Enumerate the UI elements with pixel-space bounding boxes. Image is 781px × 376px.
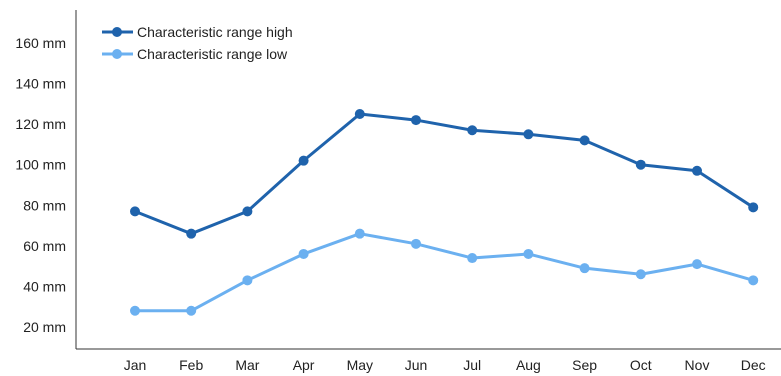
y-tick-label: 140 mm <box>15 76 66 92</box>
legend-marker <box>112 49 122 59</box>
x-tick-label: Oct <box>630 357 652 373</box>
y-tick-label: 100 mm <box>15 157 66 173</box>
series-line <box>133 232 755 313</box>
x-tick-label: Apr <box>293 357 315 373</box>
data-point <box>467 125 478 136</box>
data-point <box>579 263 590 274</box>
x-tick-label: Jul <box>463 357 481 373</box>
y-axis: 20 mm 40 mm 60 mm 80 mm 100 mm 120 mm 140 mm 16… <box>15 10 77 349</box>
series-low <box>130 228 759 316</box>
data-point <box>523 129 534 140</box>
legend-label: Characteristic range low <box>137 46 288 62</box>
x-tick-label: May <box>347 357 373 373</box>
y-tick-label: 120 mm <box>15 116 66 132</box>
data-point <box>354 228 365 239</box>
x-tick-label: Sep <box>572 357 597 373</box>
x-tick-label: Jun <box>405 357 428 373</box>
y-tick-label: 40 mm <box>23 278 66 294</box>
y-tick-label: 80 mm <box>23 197 66 213</box>
data-point <box>635 269 646 280</box>
legend-label: Characteristic range high <box>137 24 293 40</box>
series-high <box>130 109 759 239</box>
data-point <box>692 165 702 176</box>
legend-item: Characteristic range low <box>102 46 288 62</box>
data-point <box>748 275 759 286</box>
data-point <box>411 238 421 249</box>
legend-marker <box>112 27 122 37</box>
data-point <box>298 155 309 166</box>
data-point <box>692 259 702 270</box>
data-point <box>523 248 534 259</box>
data-point <box>242 206 253 217</box>
data-point <box>242 275 253 286</box>
data-point <box>186 228 197 239</box>
data-point <box>298 248 309 259</box>
x-tick-label: Feb <box>179 357 203 373</box>
data-point <box>354 109 365 119</box>
data-point <box>130 305 140 316</box>
series-line <box>133 112 755 236</box>
x-tick-label: Mar <box>235 357 259 373</box>
x-axis: Jan Feb Mar Apr May Jun Jul Aug Sep Oct Nov Dec <box>76 348 781 373</box>
data-point <box>130 206 140 217</box>
data-point <box>748 202 759 213</box>
y-tick-label: 160 mm <box>15 35 66 51</box>
y-tick-label: 60 mm <box>23 238 66 254</box>
legend-item: Characteristic range high <box>102 24 293 40</box>
x-tick-label: Dec <box>741 357 766 373</box>
data-point <box>579 135 590 146</box>
series-layer <box>130 109 759 316</box>
data-point <box>186 305 197 316</box>
x-tick-label: Jan <box>124 357 147 373</box>
data-point <box>411 115 421 126</box>
y-tick-label: 20 mm <box>23 319 66 335</box>
legend: Characteristic range high Characteristic … <box>102 24 293 62</box>
data-point <box>635 159 646 170</box>
x-tick-label: Nov <box>685 357 710 373</box>
x-tick-label: Aug <box>516 357 541 373</box>
data-point <box>467 253 478 264</box>
